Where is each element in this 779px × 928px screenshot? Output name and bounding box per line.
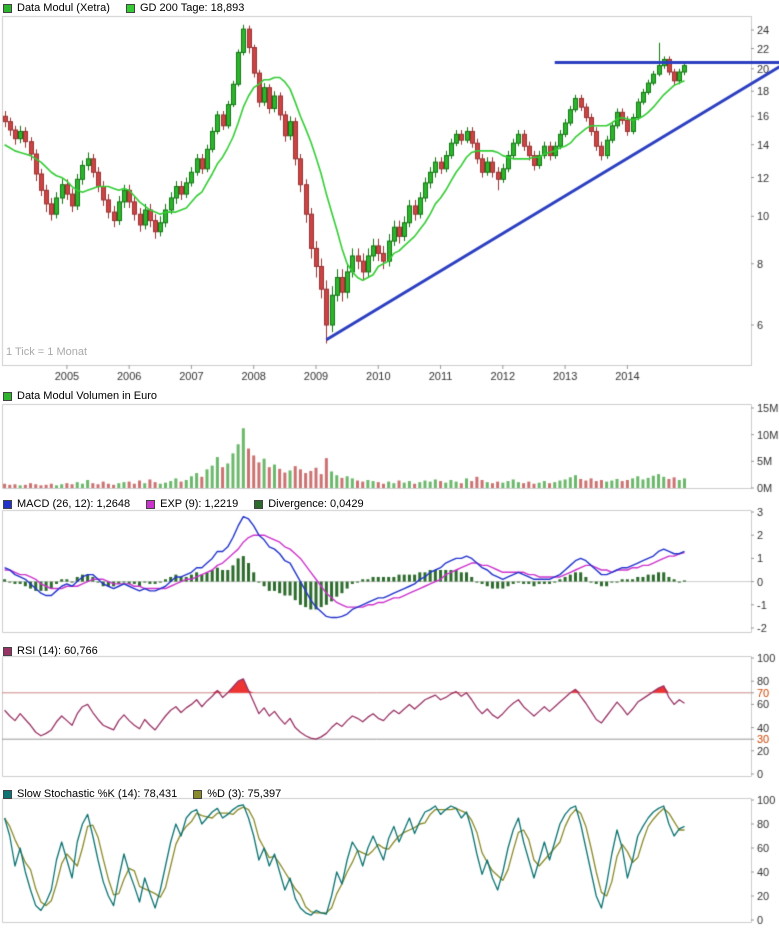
divergence-swatch-icon <box>254 499 264 509</box>
legend-stochastic: Slow Stochastic %K (14): 78,431 %D (3): … <box>3 787 281 801</box>
legend-rsi: RSI (14): 60,766 <box>3 644 98 658</box>
legend-price: Data Modul (Xetra) GD 200 Tage: 18,893 <box>3 1 244 15</box>
stoch-k-swatch-icon <box>3 789 12 799</box>
legend-item-rsi: RSI (14): 60,766 <box>3 645 98 657</box>
price-series-label: Data Modul (Xetra) <box>17 2 110 14</box>
price-series-swatch-icon <box>3 3 12 13</box>
exp-swatch-icon <box>146 499 156 509</box>
legend-item-gd200: GD 200 Tage: 18,893 <box>125 2 245 14</box>
tick-interval-note: 1 Tick = 1 Monat <box>6 346 88 358</box>
rsi-label: RSI (14): 60,766 <box>17 645 98 657</box>
macd-swatch-icon <box>3 499 12 509</box>
gd200-label: GD 200 Tage: 18,893 <box>139 2 245 14</box>
volume-label: Data Modul Volumen in Euro <box>17 390 158 402</box>
rsi-swatch-icon <box>3 646 12 656</box>
stoch-d-swatch-icon <box>193 789 203 799</box>
legend-item-stoch-d: %D (3): 75,397 <box>193 788 281 800</box>
legend-macd: MACD (26, 12): 1,2648 EXP (9): 1,2219 Di… <box>3 497 364 511</box>
gd200-swatch-icon <box>125 3 135 13</box>
legend-item-macd: MACD (26, 12): 1,2648 <box>3 498 130 510</box>
divergence-label: Divergence: 0,0429 <box>268 498 364 510</box>
legend-item-volume: Data Modul Volumen in Euro <box>3 390 157 402</box>
legend-volume: Data Modul Volumen in Euro <box>3 389 157 403</box>
stoch-d-label: %D (3): 75,397 <box>207 788 282 800</box>
legend-item-divergence: Divergence: 0,0429 <box>254 498 364 510</box>
legend-item-stoch-k: Slow Stochastic %K (14): 78,431 <box>3 788 177 800</box>
macd-label: MACD (26, 12): 1,2648 <box>17 498 131 510</box>
volume-swatch-icon <box>3 391 12 401</box>
legend-item-exp: EXP (9): 1,2219 <box>146 498 238 510</box>
legend-item-symbol: Data Modul (Xetra) <box>3 2 110 14</box>
exp-label: EXP (9): 1,2219 <box>160 498 239 510</box>
stoch-k-label: Slow Stochastic %K (14): 78,431 <box>17 788 178 800</box>
